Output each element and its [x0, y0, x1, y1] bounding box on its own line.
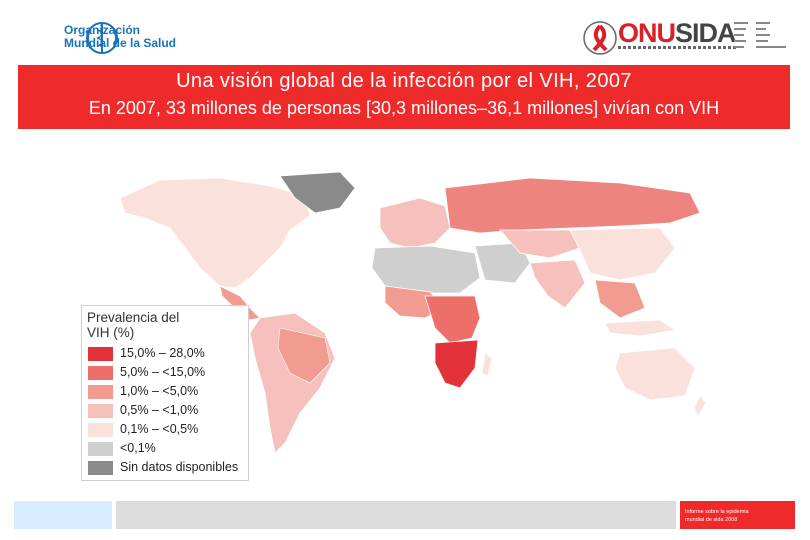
legend-swatch — [88, 461, 113, 475]
map-region-north-africa — [371, 245, 481, 294]
footer-block-blue — [14, 501, 112, 529]
legend-swatch — [88, 442, 113, 456]
map-region-central-east-africa — [424, 295, 481, 344]
map-region-europe — [379, 197, 451, 249]
map-region-central-america — [219, 285, 261, 321]
legend-swatch — [88, 404, 113, 418]
unaids-ribbon-icon — [583, 21, 617, 55]
footer-report-line1: Informe sobre la epidemia — [685, 509, 749, 515]
unaids-prefix: ONU — [618, 18, 676, 48]
who-name: Organización Mundial de la Salud — [64, 24, 176, 50]
footer-report-line2: mundial de sida 2008 — [685, 517, 738, 523]
map-region-southern-africa — [434, 339, 479, 389]
legend-label: 0,5% – <1,0% — [120, 403, 199, 417]
unaids-wordmark: ONUSIDA — [618, 18, 737, 49]
legend-label: 5,0% – <15,0% — [120, 365, 206, 379]
legend-label: 0,1% – <0,5% — [120, 422, 199, 436]
map-legend: Prevalencia del VIH (%) 15,0% – 28,0% 5,… — [81, 305, 249, 481]
map-region-brazil — [277, 327, 331, 384]
who-name-line1: Organización — [64, 23, 141, 37]
footer-report-label: Informe sobre la epidemia mundial de sid… — [680, 501, 795, 529]
map-region-new-zealand — [693, 395, 707, 417]
world-hiv-prevalence-map — [119, 171, 707, 454]
legend-title-line2: VIH (%) — [87, 325, 135, 340]
map-region-east-asia — [569, 227, 676, 281]
map-region-north-america — [119, 177, 311, 289]
map-region-central-asia — [499, 229, 581, 259]
who-emblem-icon — [86, 22, 118, 54]
legend-title: Prevalencia del VIH (%) — [87, 310, 179, 340]
cosponsor-list-icon — [734, 22, 786, 48]
page-subtitle: En 2007, 33 millones de personas [30,3 m… — [88, 98, 720, 118]
page-title: Una visión global de la infección por el… — [176, 70, 632, 92]
legend-label: Sin datos disponibles — [120, 460, 239, 474]
who-name-line2: Mundial de la Salud — [64, 36, 177, 50]
legend-title-line1: Prevalencia del — [87, 310, 180, 325]
footer-block-gray — [116, 501, 676, 529]
map-region-southeast-asia — [594, 279, 646, 319]
legend-swatch — [88, 347, 113, 361]
unaids-suffix: SIDA — [675, 18, 737, 48]
map-region-indonesia — [604, 319, 677, 337]
map-region-australia — [614, 347, 696, 401]
legend-label: <0,1% — [120, 441, 156, 455]
unaids-subtitle-line — [618, 46, 736, 49]
legend-label: 1,0% – <5,0% — [120, 384, 199, 398]
legend-label: 15,0% – 28,0% — [120, 346, 205, 360]
map-region-greenland — [279, 171, 356, 214]
map-region-russia — [444, 177, 701, 234]
map-region-madagascar — [481, 352, 493, 377]
title-banner: Una visión global de la infección por el… — [18, 65, 790, 129]
legend-swatch — [88, 385, 113, 399]
map-region-south-asia — [529, 259, 586, 309]
legend-swatch — [88, 366, 113, 380]
legend-swatch — [88, 423, 113, 437]
